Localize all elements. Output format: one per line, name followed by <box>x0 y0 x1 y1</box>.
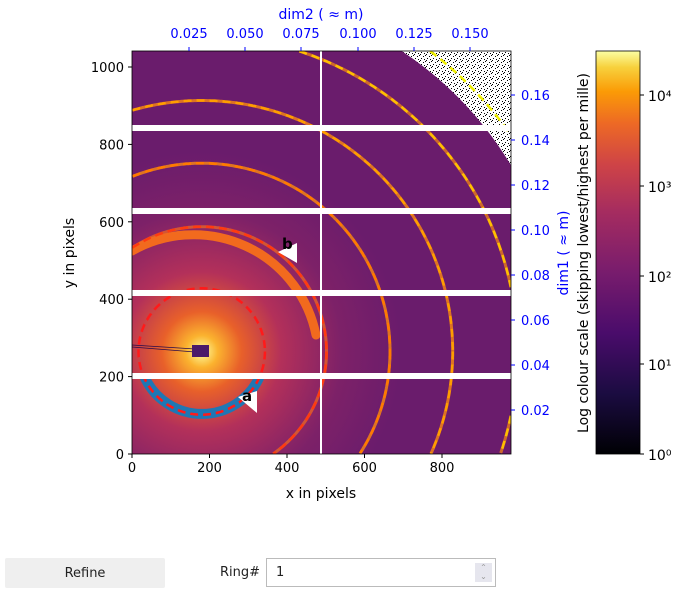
colorbar-label: Log colour scale (skipping lowest/highes… <box>576 73 592 433</box>
ring-5-fit <box>298 51 511 454</box>
ring-number-value[interactable]: 1 <box>276 565 285 580</box>
ring-number-spinbox[interactable]: 1 ⌃ ⌄ <box>266 558 496 587</box>
svg-text:0: 0 <box>116 448 124 463</box>
ring-1-fit <box>137 287 267 416</box>
svg-text:0.02: 0.02 <box>521 404 550 419</box>
ring-label: Ring# <box>220 565 261 580</box>
svg-text:10¹: 10¹ <box>648 358 671 374</box>
svg-text:0.04: 0.04 <box>521 359 550 374</box>
ring-4-fit <box>132 99 454 454</box>
y-axis: 0 200 400 600 800 1000 y in pixels <box>62 61 132 463</box>
svg-text:10³: 10³ <box>648 180 671 196</box>
svg-text:0.14: 0.14 <box>521 134 550 149</box>
svg-text:400: 400 <box>275 461 300 476</box>
svg-text:800: 800 <box>430 461 455 476</box>
ring-6-fit <box>429 51 511 136</box>
marker-b-arrow <box>278 243 297 263</box>
svg-text:600: 600 <box>352 461 377 476</box>
refine-button[interactable]: Refine <box>5 558 165 588</box>
svg-text:0.125: 0.125 <box>395 27 432 42</box>
svg-text:200: 200 <box>197 461 222 476</box>
marker-a-label: a <box>242 387 252 405</box>
spin-arrows-icon[interactable]: ⌃ ⌄ <box>475 563 492 582</box>
detector-image[interactable]: a b <box>132 51 511 454</box>
svg-text:0.08: 0.08 <box>521 269 550 284</box>
svg-text:0: 0 <box>128 461 136 476</box>
detector-gaps <box>132 51 511 454</box>
top-axis-label: dim2 ( ≈ m) <box>279 7 364 23</box>
svg-text:0.075: 0.075 <box>282 27 319 42</box>
svg-text:0.050: 0.050 <box>226 27 263 42</box>
svg-text:0.10: 0.10 <box>521 224 550 239</box>
svg-text:1000: 1000 <box>91 61 124 76</box>
svg-text:200: 200 <box>99 371 124 386</box>
svg-text:10⁰: 10⁰ <box>648 448 672 464</box>
masked-region <box>401 51 511 166</box>
y-axis-label: y in pixels <box>62 218 78 288</box>
svg-text:800: 800 <box>99 138 124 153</box>
x-axis-label: x in pixels <box>286 486 356 502</box>
svg-text:0.16: 0.16 <box>521 89 550 104</box>
svg-text:0.150: 0.150 <box>451 27 488 42</box>
colorbar: 10⁴ 10³ 10² 10¹ 10⁰ Log colour scale (sk… <box>576 50 672 464</box>
x-axis: 0 200 400 600 800 x in pixels <box>128 454 455 502</box>
marker-b-label: b <box>282 235 293 253</box>
marker-a-arrow <box>238 391 257 413</box>
calibration-figure: a b 0 200 400 600 800 x in pixels 0 200 … <box>62 7 672 502</box>
svg-text:0.06: 0.06 <box>521 314 550 329</box>
right-axis: 0.02 0.04 0.06 0.08 0.10 0.12 0.14 0.16 … <box>511 89 572 419</box>
svg-text:10⁴: 10⁴ <box>648 89 672 105</box>
svg-text:400: 400 <box>99 293 124 308</box>
svg-text:0.100: 0.100 <box>339 27 376 42</box>
svg-text:600: 600 <box>99 216 124 231</box>
ring-2-fit <box>132 225 328 454</box>
svg-text:10²: 10² <box>648 270 671 286</box>
beamstop <box>192 345 209 357</box>
svg-text:0.025: 0.025 <box>170 27 207 42</box>
right-axis-label: dim1 ( ≈ m) <box>556 211 572 296</box>
top-axis: 0.025 0.050 0.075 0.100 0.125 0.150 dim2… <box>170 7 489 51</box>
svg-text:0.12: 0.12 <box>521 179 550 194</box>
ring-2-peaks <box>132 230 321 340</box>
